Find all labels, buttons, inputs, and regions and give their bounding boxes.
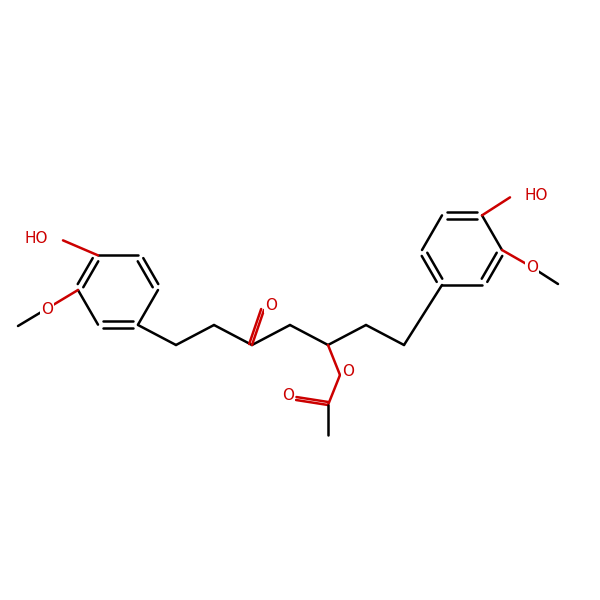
Text: O: O: [282, 388, 294, 403]
Text: O: O: [265, 298, 277, 313]
Text: HO: HO: [524, 188, 548, 203]
Text: HO: HO: [25, 231, 48, 246]
Text: O: O: [342, 364, 354, 379]
Text: O: O: [41, 302, 53, 317]
Text: O: O: [526, 260, 538, 275]
